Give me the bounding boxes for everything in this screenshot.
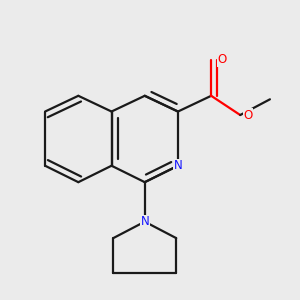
Text: N: N	[174, 159, 182, 172]
Text: N: N	[140, 215, 149, 228]
Text: O: O	[218, 53, 227, 66]
Text: O: O	[243, 109, 253, 122]
